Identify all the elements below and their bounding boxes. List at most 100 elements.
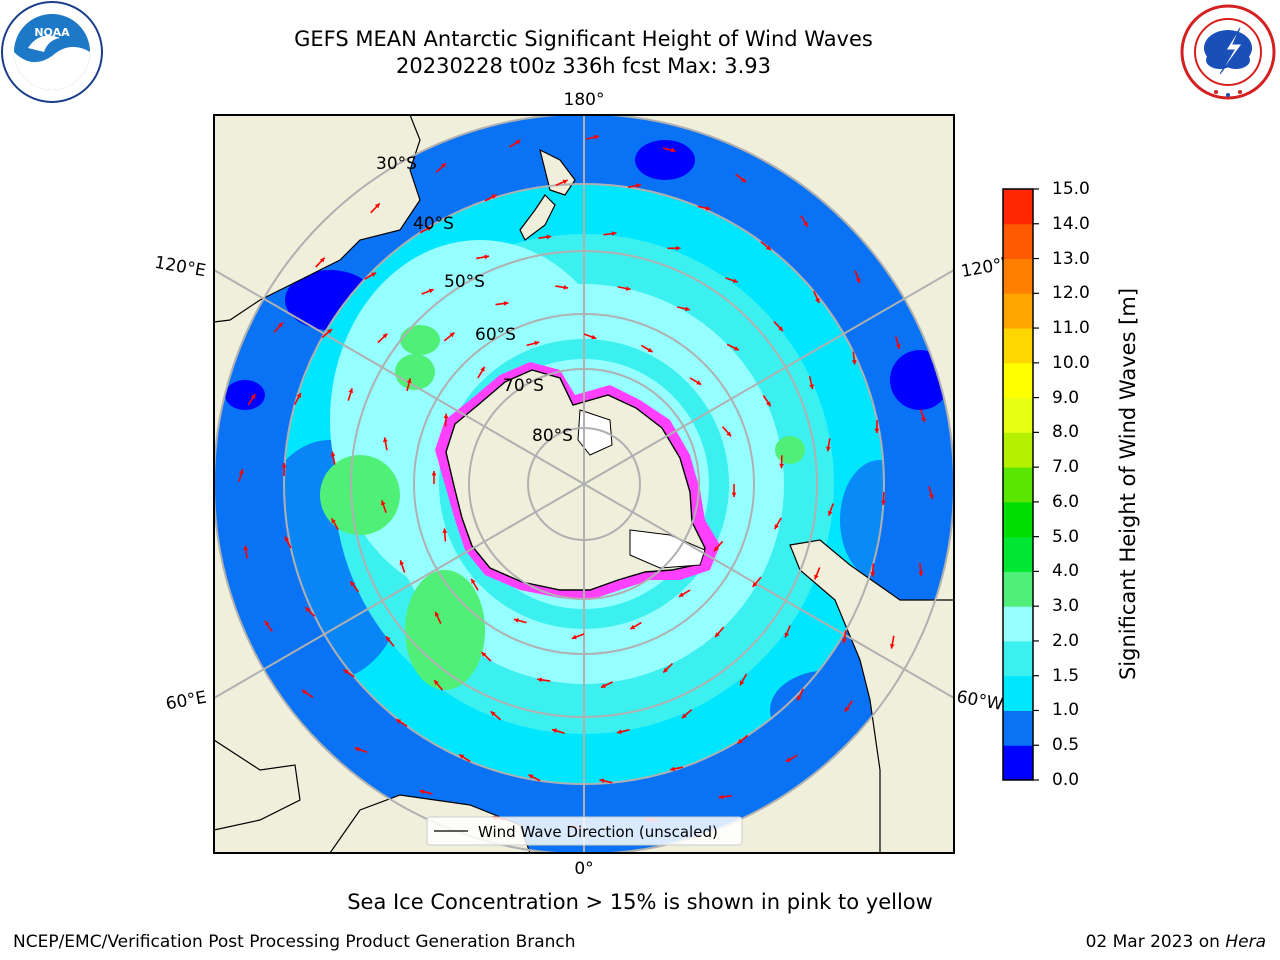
colorbar-tick-label: 0.0: [1052, 770, 1080, 790]
wave-direction-arrowhead: [264, 620, 270, 626]
wave-direction-arrowhead: [731, 492, 737, 497]
footer-date-text: 02 Mar 2023 on: [1085, 932, 1226, 952]
wave-direction-arrowhead: [928, 494, 934, 499]
wave-direction-arrowhead: [382, 333, 388, 339]
wave-direction-arrowhead: [442, 528, 448, 533]
wave-direction-arrowhead: [696, 380, 702, 385]
wave-direction-arrowhead: [330, 451, 336, 457]
colorbar-segment: [1003, 328, 1033, 364]
wave-direction-arrowhead: [434, 680, 439, 685]
weddell-ice-shelf: [629, 529, 706, 569]
colorbar-tick-label: 8.0: [1052, 422, 1080, 443]
lat-label-50s: 50°S: [444, 272, 485, 292]
colorbar-tick-label: 2.0: [1052, 630, 1080, 651]
wave-direction-arrowhead: [676, 245, 681, 251]
wave-direction-arrowhead: [484, 254, 490, 260]
lon-label-0: 0°: [574, 859, 593, 879]
colorbar-segment: [1003, 293, 1033, 329]
wave-direction-arrowhead: [918, 571, 924, 576]
map-legend: Wind Wave Direction (unscaled): [426, 816, 743, 846]
wave-direction-arrowhead: [449, 332, 455, 338]
wave-direction-arrowhead: [443, 413, 449, 419]
colorbar-segment: [1003, 710, 1033, 746]
wave-direction-arrowhead: [889, 643, 895, 649]
wave-direction-arrowhead: [663, 667, 669, 673]
wave-direction-arrowhead: [611, 231, 617, 236]
footer-date: 02 Mar 2023 on Hera: [1086, 932, 1266, 952]
wave-direction-arrowhead: [617, 729, 622, 735]
wave-direction-arrowhead: [740, 680, 745, 686]
wave-direction-arrowhead: [399, 560, 405, 566]
wave-direction-arrowhead: [480, 366, 485, 372]
wave-direction-arrowhead: [845, 706, 850, 712]
wave-direction-arrowhead: [419, 789, 425, 795]
wave-direction-arrowhead: [670, 147, 676, 153]
wave-direction-arrowhead: [685, 306, 690, 312]
wave-direction-arrowhead: [534, 340, 540, 346]
lon-label-60e: 60°E: [164, 688, 208, 715]
wave-direction-arrowhead: [374, 203, 380, 209]
colorbar-segment: [1003, 640, 1033, 677]
wave-direction-arrowhead: [786, 757, 791, 762]
australia-landmass: [214, 115, 421, 323]
colorbar-label: Significant Height of Wind Waves [m]: [1116, 287, 1140, 681]
colorbar-tick-label: 14.0: [1052, 213, 1090, 234]
wave-direction-arrowhead: [809, 384, 814, 389]
south-america-landmass: [789, 539, 954, 853]
graticule: [214, 115, 954, 853]
colorbar-tick-label: 5.0: [1052, 526, 1080, 547]
new-zealand-south: [519, 194, 556, 241]
wave-direction-arrowhead: [528, 774, 534, 779]
wave-direction-arrowhead: [320, 257, 325, 263]
wave-direction-arrowhead: [481, 652, 487, 657]
noaa-logo: NOAA: [1, 1, 103, 103]
wave-direction-arrowhead: [797, 695, 802, 701]
wave-direction-arrowhead: [681, 713, 687, 719]
colorbar-segment: [1003, 571, 1033, 607]
wave-direction-arrowhead: [870, 572, 876, 577]
lat-label-40s: 40°S: [413, 214, 454, 234]
wave-direction-arrowhead: [491, 194, 497, 199]
wave-direction-arrowhead: [471, 578, 476, 584]
lon-label-120e: 120°E: [153, 253, 207, 282]
wave-direction-arrowhead: [826, 446, 831, 452]
svg-text:NOAA: NOAA: [34, 26, 70, 39]
wave-direction-arrowhead: [552, 728, 557, 733]
wave-direction-arrowhead: [459, 754, 465, 759]
wave-direction-arrowhead: [371, 272, 377, 277]
wave-direction-arrowhead: [766, 245, 771, 250]
colorbar-tick-label: 11.0: [1052, 318, 1090, 339]
colorbar-segment: [1003, 606, 1033, 642]
madagascar-region: [214, 739, 301, 831]
wave-direction-arrowhead: [296, 393, 301, 398]
lon-label-180: 180°: [564, 90, 605, 110]
lat-label-60s: 60°S: [475, 325, 516, 345]
wave-direction-arrowhead: [563, 285, 569, 290]
colorbar-tick-label: 6.0: [1052, 491, 1080, 512]
wave-direction-arrowhead: [726, 431, 732, 437]
colorbar-frame: [1002, 188, 1034, 781]
colorbar-tick-label: 4.0: [1052, 561, 1080, 582]
wave-direction-arrowhead: [779, 463, 784, 469]
colorbar-segment: [1003, 467, 1033, 503]
colorbar-tick-label: 1.5: [1052, 665, 1080, 686]
wave-direction-arrowhead: [591, 334, 597, 340]
colorbar-tick-label: 1.0: [1052, 700, 1080, 721]
lon-label-60w: 60°W: [955, 687, 1005, 715]
wave-direction-arrowhead: [647, 347, 653, 352]
wave-direction-arrowhead: [828, 510, 833, 516]
footer-credit: NCEP/EMC/Verification Post Processing Pr…: [13, 932, 576, 952]
sea-ice-note: Sea Ice Concentration > 15% is shown in …: [347, 890, 933, 914]
colorbar-segment: [1003, 675, 1033, 711]
wave-direction-arrowhead: [396, 719, 402, 724]
wave-direction-arrowhead: [896, 344, 901, 349]
wave-direction-arrowhead: [571, 634, 577, 640]
colorbar-tick-label: 3.0: [1052, 596, 1080, 617]
wave-direction-arrowhead: [851, 360, 857, 365]
wave-direction-arrowhead: [678, 592, 684, 597]
colorbar-tick-label: 15.0: [1052, 179, 1090, 199]
wave-direction-arrowhead: [718, 794, 724, 800]
colorbar-tick-label: 13.0: [1052, 248, 1090, 269]
wave-direction-arrowhead: [774, 524, 779, 530]
